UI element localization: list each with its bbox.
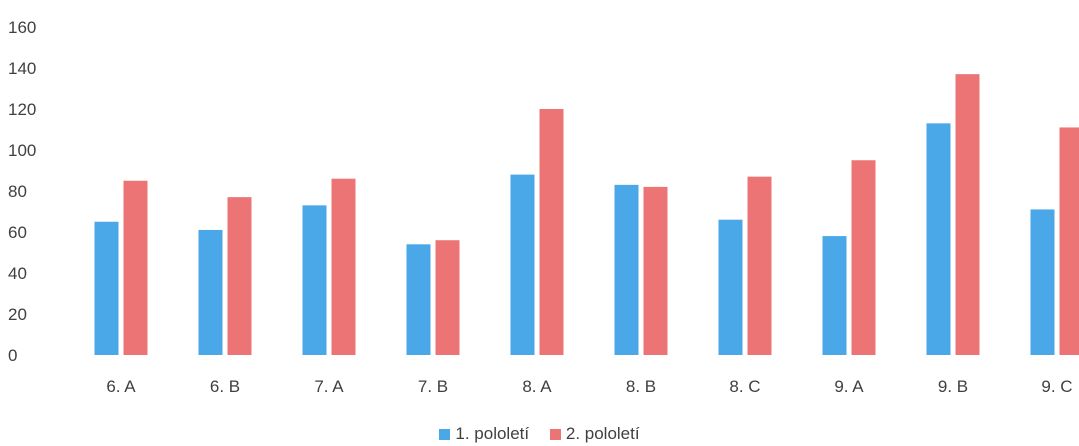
bar-series-2: [227, 197, 252, 355]
bar-chart: 0 20 40 60 80 100 120 140 160 6. A 6. B 7. A 7. B 8.…: [8, 18, 1079, 396]
bar-series-1: [1030, 209, 1055, 355]
bar-series-2: [643, 186, 668, 355]
x-tick-label: 7. B: [418, 377, 448, 396]
x-tick-label: 7. A: [314, 377, 344, 396]
y-tick-label: 80: [8, 182, 27, 201]
x-tick-label: 9. C: [1041, 377, 1072, 396]
y-tick-label: 20: [8, 305, 27, 324]
y-tick-label: 0: [8, 346, 17, 365]
bar-series-2: [539, 109, 564, 355]
bar-series-2: [955, 74, 980, 356]
bar-series-2: [851, 160, 876, 355]
x-tick-label: 9. B: [938, 377, 968, 396]
bar-series-1: [614, 184, 639, 355]
x-tick-label: 8. C: [729, 377, 760, 396]
bar-series-1: [198, 229, 223, 355]
bar-series-2: [435, 240, 460, 355]
y-tick-label: 60: [8, 223, 27, 242]
x-tick-label: 6. A: [106, 377, 136, 396]
x-tick-label: 8. B: [626, 377, 656, 396]
legend-swatch-series-1: [439, 428, 451, 440]
y-tick-label: 120: [8, 100, 36, 119]
bar-series-1: [302, 205, 327, 355]
x-tick-label: 9. A: [834, 377, 864, 396]
bar-series-1: [718, 219, 743, 355]
y-tick-label: 100: [8, 141, 36, 160]
bar-series-1: [94, 221, 119, 355]
bar-series-2: [123, 180, 148, 355]
y-tick-label: 160: [8, 18, 36, 37]
bar-series-2: [1059, 127, 1079, 355]
x-tick-label: 6. B: [210, 377, 240, 396]
y-axis: 0 20 40 60 80 100 120 140 160: [8, 18, 36, 365]
bar-series-1: [926, 123, 951, 355]
bar-series-2: [747, 176, 772, 355]
y-tick-label: 140: [8, 59, 36, 78]
bars: [94, 74, 1079, 356]
y-tick-label: 40: [8, 264, 27, 283]
bar-series-1: [822, 236, 847, 355]
legend-label-series-1: 1. pololetí: [455, 424, 530, 443]
x-tick-label: 8. A: [522, 377, 552, 396]
legend-label-series-2: 2. pololetí: [565, 424, 640, 443]
legend-item-series-1: 1. pololetí: [439, 424, 529, 444]
bar-series-2: [331, 178, 356, 355]
legend: 1. pololetí 2. pololetí: [0, 424, 1079, 445]
x-axis: 6. A 6. B 7. A 7. B 8. A 8. B 8. C 9. A 9. B 9. C: [106, 377, 1072, 396]
legend-swatch-series-2: [549, 428, 561, 440]
bar-series-1: [406, 244, 431, 355]
legend-item-series-2: 2. pololetí: [549, 424, 640, 444]
bar-series-1: [510, 174, 535, 355]
